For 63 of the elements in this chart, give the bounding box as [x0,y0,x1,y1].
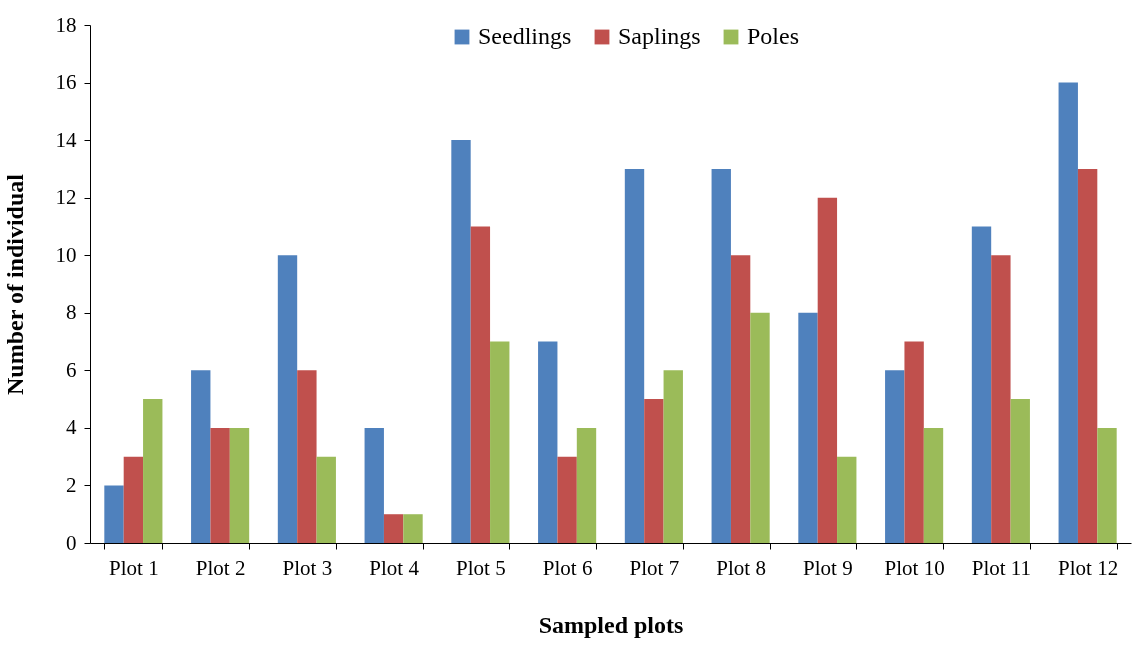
bar [624,168,645,543]
y-tick-label: 14 [55,127,77,152]
x-axis-title: Sampled plots [538,611,684,638]
bar [143,399,163,543]
legend-label: Saplings [618,23,701,49]
bar [229,427,250,543]
bar [451,140,471,543]
bar [383,514,404,543]
bar [730,255,751,543]
bar [557,456,577,543]
bar [817,197,838,543]
bar [904,341,924,543]
bar [885,370,905,543]
bar [210,427,230,543]
bar [277,255,298,543]
legend-label: Seedlings [478,23,572,49]
x-tick-label: Plot 1 [109,555,159,580]
bar [364,427,384,543]
y-tick-label: 0 [66,530,77,555]
bar [923,427,944,543]
legend-label: Poles [747,23,800,49]
bar [798,312,818,543]
bar [971,226,992,543]
bar [576,427,597,543]
x-tick-label: Plot 10 [884,555,945,580]
bar [490,341,510,543]
x-tick-label: Plot 5 [456,555,506,580]
bar [297,370,317,543]
x-tick-label: Plot 11 [971,555,1032,580]
bar [191,370,211,543]
bar [316,456,336,543]
y-tick-label: 2 [66,472,77,497]
bar [1097,427,1117,543]
x-tick-label: Plot 3 [282,555,333,580]
y-tick-label: 6 [66,357,77,382]
y-tick-label: 18 [55,12,77,37]
bar [470,226,491,543]
bar [1077,168,1098,543]
x-tick-label: Plot 8 [716,555,766,580]
bar [644,399,664,543]
bar [403,514,423,543]
y-tick-label: 12 [55,185,77,210]
y-tick-label: 4 [66,415,77,440]
bar [837,456,857,543]
x-tick-label: Plot 7 [629,555,680,580]
bar [750,312,770,543]
x-tick-label: Plot 4 [369,555,420,580]
y-tick-label: 8 [66,300,77,325]
x-tick-label: Plot 9 [803,555,853,580]
x-tick-label: Plot 12 [1058,555,1119,580]
bar [1010,399,1030,543]
bar [711,168,731,543]
x-tick-label: Plot 2 [195,555,246,580]
bar [991,255,1011,543]
y-axis-title: Number of individual [1,173,28,395]
y-tick-label: 16 [55,70,77,95]
bar [1058,82,1078,543]
bar [123,456,144,543]
bar [663,370,683,543]
y-tick-label: 10 [55,242,77,267]
bar [104,485,124,543]
x-tick-label: Plot 6 [542,555,593,580]
bar [538,341,558,543]
